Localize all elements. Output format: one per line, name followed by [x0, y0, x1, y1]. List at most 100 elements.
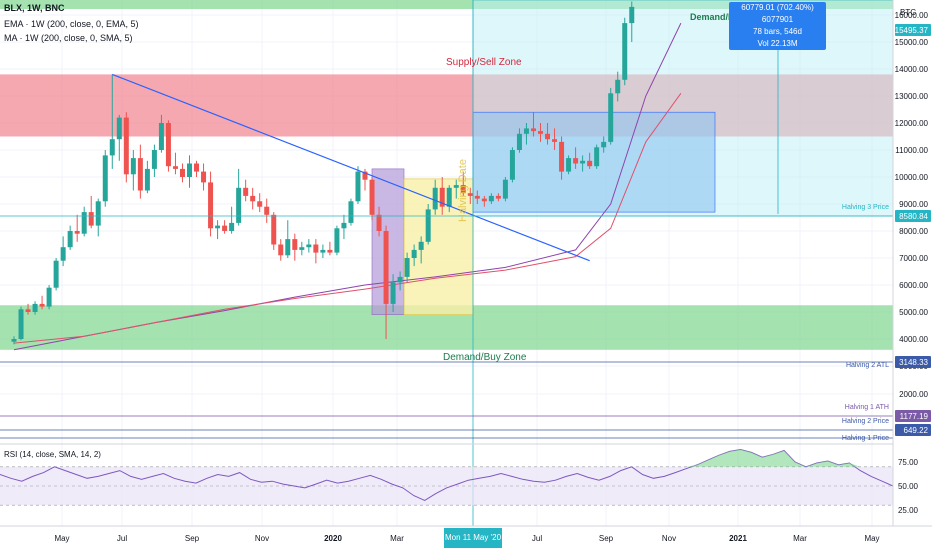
candle-body — [390, 282, 396, 304]
candle-body — [243, 187, 249, 196]
time-tick: Nov — [662, 534, 676, 543]
tooltip-volume: Vol 22.13M — [757, 39, 798, 48]
price-tag-label: 8580.84 — [899, 212, 928, 221]
candle-body — [432, 187, 438, 210]
candle-body — [201, 171, 207, 183]
candle-body — [81, 212, 87, 234]
time-tick: May — [864, 534, 879, 543]
candle-body — [25, 309, 31, 312]
candle-body — [411, 249, 417, 258]
candle-body — [151, 150, 157, 169]
candle-body — [467, 193, 473, 196]
candle-body — [18, 309, 24, 339]
candle-body — [313, 244, 319, 253]
candle-body — [362, 171, 368, 180]
candle-body — [601, 141, 607, 148]
price-tick: 16000.00 — [895, 11, 929, 20]
price-tick: 5000.00 — [899, 308, 928, 317]
measure-box — [472, 111, 716, 213]
candle-body — [137, 158, 143, 191]
price-tag — [895, 424, 931, 436]
candle-body — [229, 222, 235, 231]
candle-body — [460, 185, 466, 194]
demand-top-label: Demand/B — [690, 12, 735, 22]
candle-body — [594, 147, 600, 167]
time-tick: 2020 — [324, 534, 342, 543]
candle-body — [552, 139, 558, 142]
candle-body — [439, 187, 445, 207]
price-axis — [893, 0, 932, 526]
rsi-overbought-fill — [0, 449, 893, 467]
candle-body — [158, 123, 164, 150]
candle-body — [530, 128, 536, 132]
time-tick: 2021 — [729, 534, 747, 543]
candle-body — [376, 214, 382, 231]
price-tick: 4000.00 — [899, 335, 928, 344]
symbol-title[interactable]: BLX, 1W, BNC — [4, 3, 65, 13]
candle-body — [60, 247, 66, 261]
price-tick: 8000.00 — [899, 227, 928, 236]
candle-body — [383, 231, 389, 304]
crosshair-date: Mon 11 May '20 — [444, 528, 502, 548]
candle-body — [622, 23, 628, 80]
rsi-tick: 50.00 — [898, 482, 919, 491]
candle-body — [573, 158, 579, 164]
time-tick: May — [54, 534, 69, 543]
candle-body — [348, 201, 354, 223]
candle-body — [488, 195, 494, 202]
time-tick: Jul — [532, 534, 542, 543]
candle-body — [453, 185, 459, 188]
tooltip-bars: 78 bars, 546d — [753, 27, 802, 36]
rsi-legend[interactable]: RSI (14, close, SMA, 14, 2) — [4, 450, 101, 459]
level-label: Halving 2 Price — [842, 418, 889, 425]
level-label: Halving 3 Price — [842, 204, 889, 211]
candle-body — [222, 225, 228, 231]
candle-body — [285, 239, 291, 256]
candle-body — [271, 214, 277, 245]
time-tick: Sep — [599, 534, 614, 543]
supply-zone-label: Supply/Sell Zone — [446, 57, 522, 68]
candle-body — [418, 241, 424, 250]
candle-body — [109, 139, 115, 156]
candle-body — [292, 239, 298, 250]
candle-body — [74, 231, 80, 234]
price-tick: 2000.00 — [899, 390, 928, 399]
candle-body — [538, 131, 543, 134]
level-label: Halving 1 Price — [842, 435, 889, 442]
candle-body — [32, 303, 38, 312]
price-tick: 14000.00 — [895, 65, 929, 74]
price-tick: 6000.00 — [899, 281, 928, 290]
candle-body — [299, 247, 305, 250]
candle-body — [509, 150, 515, 180]
price-tick: 12000.00 — [895, 119, 929, 128]
candle-body — [306, 244, 312, 248]
candle-body — [516, 133, 522, 150]
candle-body — [250, 195, 256, 202]
candle-body — [236, 187, 242, 223]
candle-body — [194, 163, 200, 172]
candle-body — [257, 201, 263, 207]
candle-body — [369, 179, 375, 215]
candle-body — [446, 187, 452, 207]
price-tag-label: 15495.37 — [895, 26, 929, 35]
rsi-tick: 25.00 — [898, 506, 919, 515]
time-tick: Mar — [390, 534, 404, 543]
candle-body — [172, 166, 178, 169]
tooltip-change: 60779.01 (702.40%) 6077901 — [741, 3, 814, 24]
price-tick: 9000.00 — [899, 200, 928, 209]
candle-body — [208, 182, 214, 229]
candle-body — [123, 117, 129, 175]
candle-body — [566, 158, 572, 172]
candle-body — [165, 123, 171, 167]
level-label: Halving 2 ATL — [846, 362, 889, 369]
candle-body — [355, 171, 361, 202]
candle-body — [278, 244, 284, 256]
ema-legend[interactable]: EMA · 1W (200, close, 0, EMA, 5) — [4, 19, 139, 29]
ma-legend[interactable]: MA · 1W (200, close, 0, SMA, 5) — [4, 33, 133, 43]
price-tick: 15000.00 — [895, 38, 929, 47]
price-tick: 11000.00 — [895, 146, 928, 155]
time-tick: Jul — [117, 534, 127, 543]
price-tag — [895, 210, 931, 222]
